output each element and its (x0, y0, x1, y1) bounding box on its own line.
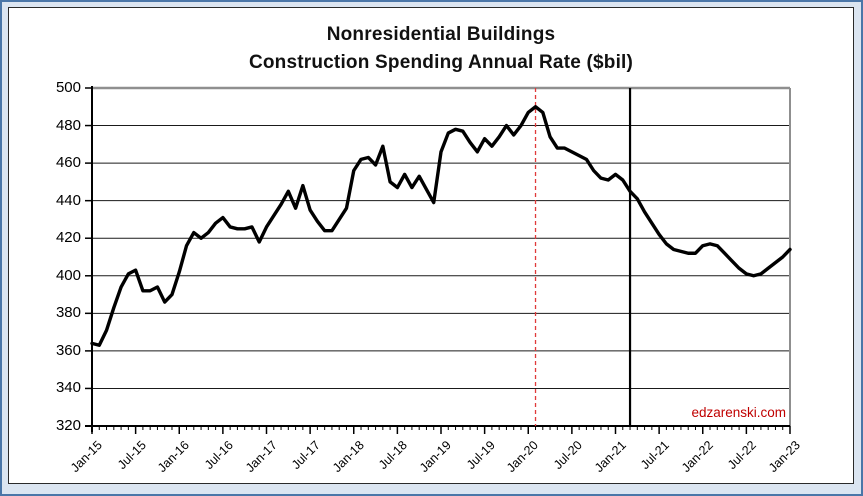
y-tick-label: 340 (55, 379, 81, 397)
y-tick-label: 440 (55, 191, 81, 209)
chart-panel: Nonresidential Buildings Construction Sp… (8, 7, 854, 484)
y-tick-label: 500 (55, 79, 81, 96)
y-tick-label: 380 (55, 304, 81, 322)
spending-series-line (90, 105, 792, 347)
chart-canvas (85, 86, 792, 434)
chart-title: Nonresidential Buildings Construction Sp… (92, 21, 790, 77)
chart-title-line2: Construction Spending Annual Rate ($bil) (248, 52, 634, 73)
y-tick-label: 460 (55, 154, 81, 172)
y-tick-label: 400 (55, 266, 81, 284)
y-tick-label: 320 (55, 417, 81, 434)
y-tick-label: 360 (55, 341, 81, 359)
y-tick-label: 420 (55, 229, 81, 247)
y-tick-label: 480 (55, 116, 81, 134)
chart-title-line1: Nonresidential Buildings (326, 24, 556, 45)
watermark-text: edzarenski.com (691, 405, 786, 420)
